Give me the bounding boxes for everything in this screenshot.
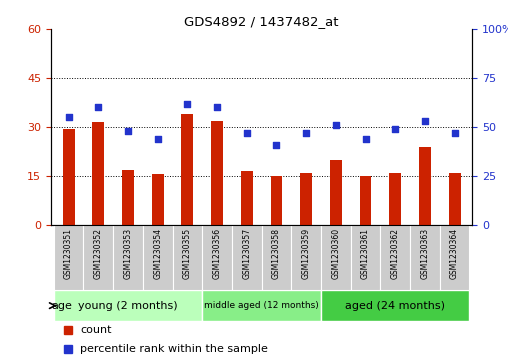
- Point: [391, 126, 399, 132]
- Text: GSM1230360: GSM1230360: [331, 228, 340, 280]
- Bar: [181, 114, 194, 225]
- Text: GSM1230356: GSM1230356: [212, 228, 221, 280]
- Point: [332, 122, 340, 128]
- Title: GDS4892 / 1437482_at: GDS4892 / 1437482_at: [184, 15, 339, 28]
- Bar: [410, 225, 440, 290]
- Point: [362, 136, 370, 142]
- Text: GSM1230363: GSM1230363: [421, 228, 429, 280]
- Point: [421, 118, 429, 124]
- Bar: [419, 147, 431, 225]
- Text: GSM1230364: GSM1230364: [450, 228, 459, 280]
- Bar: [62, 129, 75, 225]
- Bar: [143, 225, 173, 290]
- Text: GSM1230353: GSM1230353: [123, 228, 133, 280]
- Point: [272, 142, 280, 148]
- Bar: [211, 121, 223, 225]
- Point: [124, 128, 132, 134]
- Bar: [173, 225, 202, 290]
- Text: age: age: [51, 301, 72, 311]
- Text: GSM1230355: GSM1230355: [183, 228, 192, 280]
- Bar: [92, 122, 104, 225]
- Bar: [241, 171, 252, 225]
- Bar: [113, 225, 143, 290]
- Point: [65, 114, 73, 120]
- Text: middle aged (12 months): middle aged (12 months): [204, 301, 319, 310]
- Bar: [321, 225, 351, 290]
- Bar: [202, 225, 232, 290]
- Text: GSM1230359: GSM1230359: [302, 228, 311, 280]
- Point: [183, 101, 192, 106]
- Point: [451, 130, 459, 136]
- Bar: [440, 225, 469, 290]
- Bar: [54, 225, 83, 290]
- Bar: [271, 176, 282, 225]
- Bar: [122, 170, 134, 225]
- Text: GSM1230361: GSM1230361: [361, 228, 370, 279]
- Point: [302, 130, 310, 136]
- Text: GSM1230362: GSM1230362: [391, 228, 400, 279]
- Point: [94, 105, 103, 110]
- Bar: [380, 225, 410, 290]
- Point: [153, 136, 162, 142]
- Text: GSM1230351: GSM1230351: [64, 228, 73, 279]
- Bar: [360, 176, 371, 225]
- Text: count: count: [80, 325, 112, 335]
- Text: percentile rank within the sample: percentile rank within the sample: [80, 344, 268, 354]
- Bar: [232, 225, 262, 290]
- Bar: [300, 173, 312, 225]
- Bar: [351, 225, 380, 290]
- Text: GSM1230352: GSM1230352: [94, 228, 103, 279]
- Text: GSM1230357: GSM1230357: [242, 228, 251, 280]
- Bar: [389, 173, 401, 225]
- Text: GSM1230354: GSM1230354: [153, 228, 162, 280]
- Bar: [262, 225, 291, 290]
- Point: [243, 130, 251, 136]
- Bar: [152, 174, 164, 225]
- Bar: [449, 173, 461, 225]
- Bar: [321, 290, 469, 321]
- Bar: [330, 160, 342, 225]
- Point: [213, 105, 221, 110]
- Bar: [291, 225, 321, 290]
- Text: aged (24 months): aged (24 months): [345, 301, 445, 311]
- Text: young (2 months): young (2 months): [78, 301, 178, 311]
- Bar: [202, 290, 321, 321]
- Bar: [54, 290, 202, 321]
- Bar: [83, 225, 113, 290]
- Text: GSM1230358: GSM1230358: [272, 228, 281, 279]
